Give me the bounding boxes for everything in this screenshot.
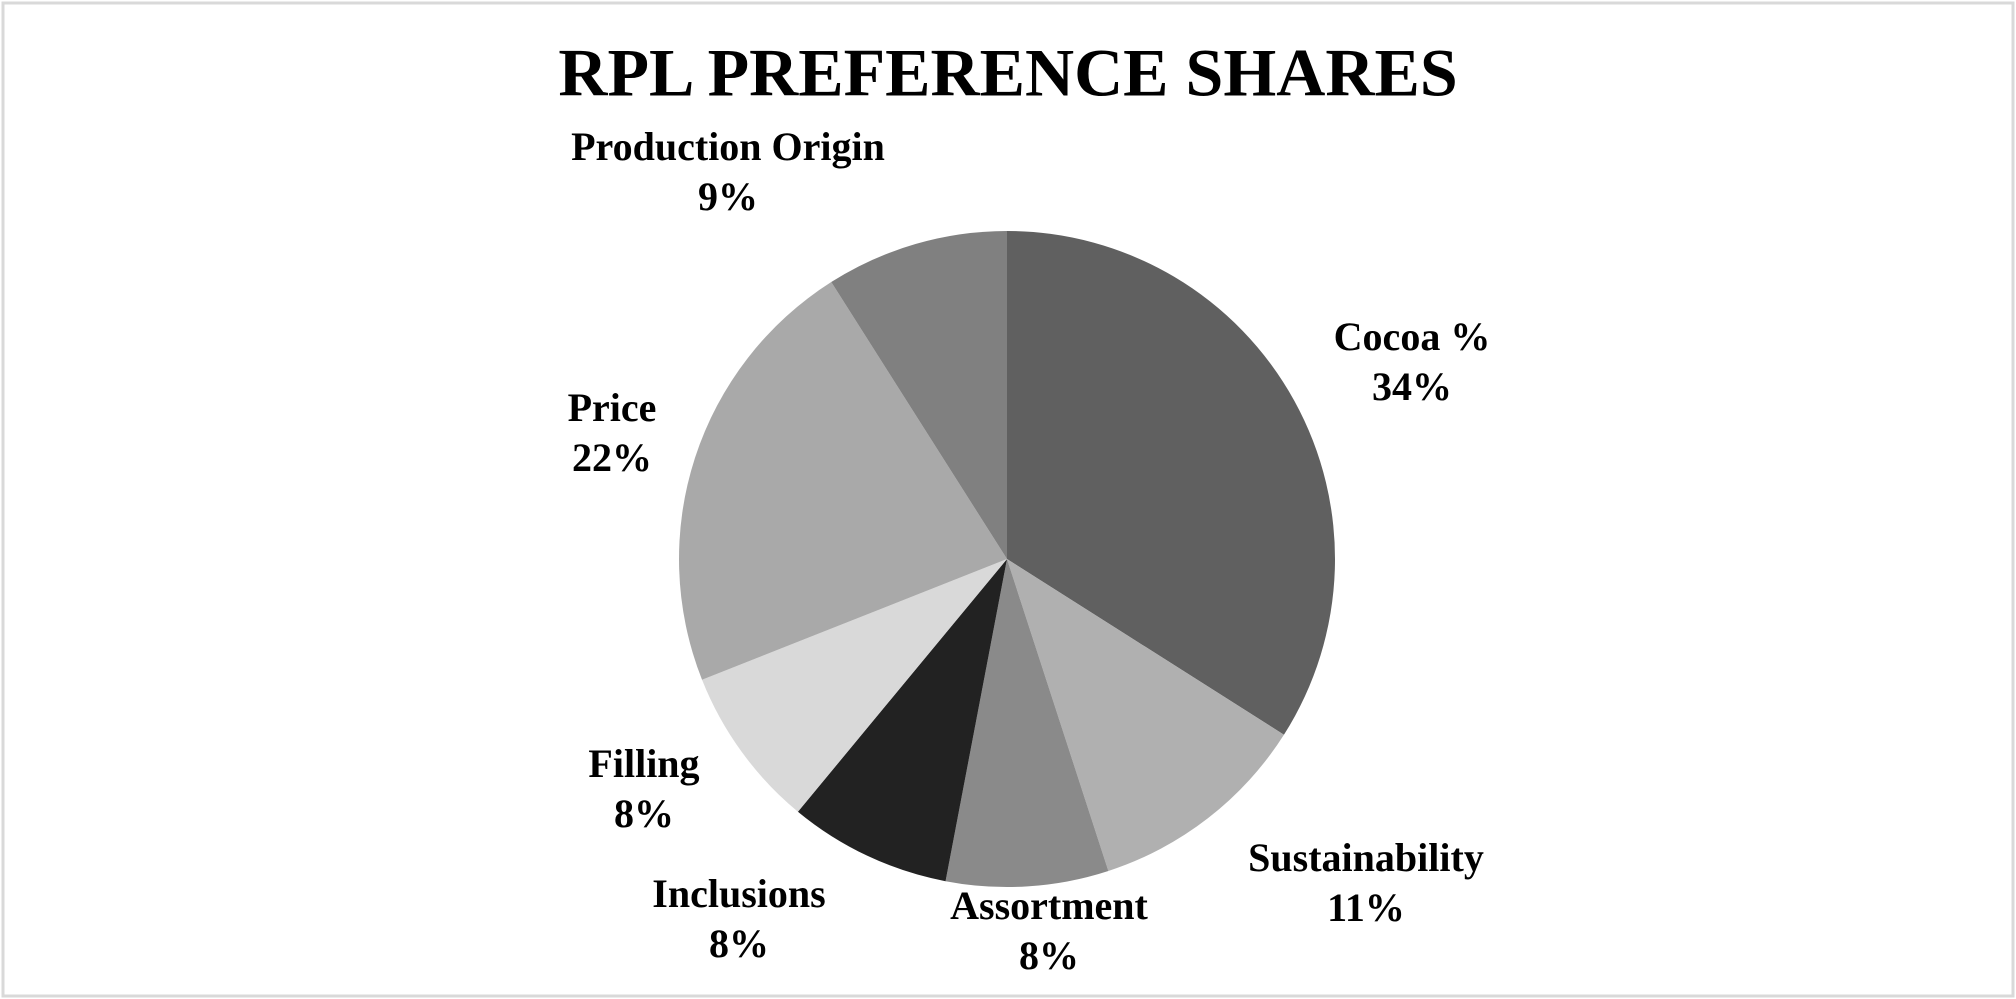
slice-value-label: 9% bbox=[698, 174, 758, 219]
pie-slice bbox=[702, 559, 1007, 812]
slice-label: Production Origin bbox=[571, 124, 885, 169]
slice-value-label: 22% bbox=[572, 435, 652, 480]
pie-slice bbox=[1007, 559, 1284, 871]
slice-label: Inclusions bbox=[652, 871, 825, 916]
pie-slice bbox=[679, 282, 1007, 680]
slice-value-label: 34% bbox=[1372, 364, 1452, 409]
slice-value-label: 8% bbox=[709, 921, 769, 966]
slice-label: Cocoa % bbox=[1334, 314, 1491, 359]
pie-slice bbox=[1007, 231, 1335, 735]
slice-value-label: 8% bbox=[614, 791, 674, 836]
chart-title: RPL PREFERENCE SHARES bbox=[558, 35, 1457, 111]
slice-value-label: 8% bbox=[1019, 933, 1079, 978]
slice-label: Filling bbox=[588, 741, 699, 786]
pie-slice bbox=[831, 231, 1007, 559]
pie-slice bbox=[797, 559, 1007, 882]
pie-slice bbox=[945, 559, 1109, 887]
slice-label: Assortment bbox=[950, 883, 1148, 928]
slice-value-label: 11% bbox=[1327, 885, 1405, 930]
slice-label: Sustainability bbox=[1248, 835, 1484, 880]
slice-label: Price bbox=[568, 385, 657, 430]
